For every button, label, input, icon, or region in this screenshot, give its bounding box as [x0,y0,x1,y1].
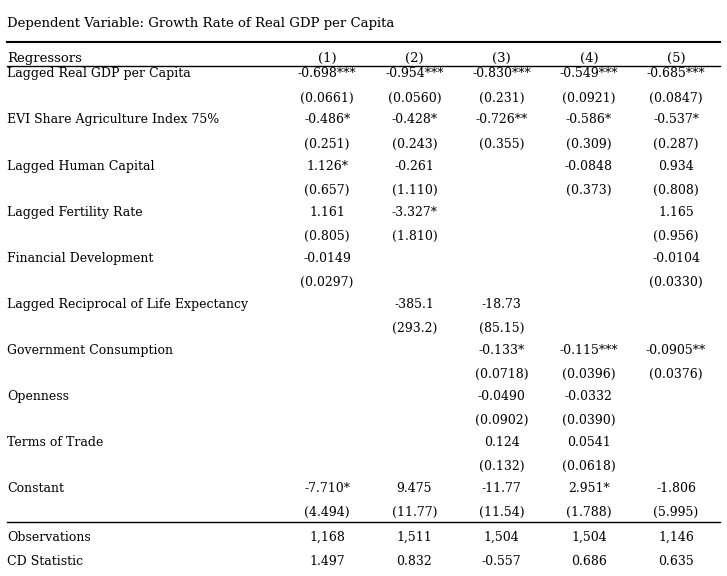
Text: Lagged Human Capital: Lagged Human Capital [7,160,155,173]
Text: (0.0330): (0.0330) [649,276,703,289]
Text: (0.956): (0.956) [654,230,699,243]
Text: -0.685***: -0.685*** [647,67,705,81]
Text: -385.1: -385.1 [395,298,434,311]
Text: (0.0376): (0.0376) [649,368,703,381]
Text: Lagged Reciprocal of Life Expectancy: Lagged Reciprocal of Life Expectancy [7,298,249,311]
Text: (0.231): (0.231) [479,92,524,105]
Text: (293.2): (293.2) [392,322,437,335]
Text: Financial Development: Financial Development [7,252,153,265]
Text: Observations: Observations [7,531,91,544]
Text: (0.0921): (0.0921) [562,92,616,105]
Text: (0.355): (0.355) [479,138,524,151]
Text: 1.497: 1.497 [309,555,345,569]
Text: (0.0618): (0.0618) [562,460,616,473]
Text: (0.0661): (0.0661) [300,92,354,105]
Text: 1,168: 1,168 [309,531,345,544]
Text: (0.805): (0.805) [305,230,350,243]
Text: (1.788): (1.788) [566,506,611,520]
Text: (0.243): (0.243) [392,138,437,151]
Text: (4): (4) [579,52,598,65]
Text: 1,511: 1,511 [396,531,433,544]
Text: (0.0390): (0.0390) [562,414,616,427]
Text: -0.549***: -0.549*** [560,67,618,81]
Text: -0.830***: -0.830*** [473,67,531,81]
Text: Lagged Real GDP per Capita: Lagged Real GDP per Capita [7,67,191,81]
Text: 1,504: 1,504 [571,531,607,544]
Text: (11.77): (11.77) [392,506,437,520]
Text: 0.832: 0.832 [396,555,433,569]
Text: (0.0718): (0.0718) [475,368,529,381]
Text: (1.110): (1.110) [392,184,437,197]
Text: (4.494): (4.494) [305,506,350,520]
Text: -0.486*: -0.486* [304,113,350,127]
Text: -7.710*: -7.710* [304,482,350,495]
Text: -0.428*: -0.428* [391,113,438,127]
Text: (0.0396): (0.0396) [562,368,616,381]
Text: Government Consumption: Government Consumption [7,344,173,357]
Text: (0.373): (0.373) [566,184,611,197]
Text: -0.0848: -0.0848 [565,160,613,173]
Text: 1.126*: 1.126* [306,160,348,173]
Text: -0.0490: -0.0490 [478,390,526,403]
Text: 1.165: 1.165 [658,206,694,219]
Text: -0.261: -0.261 [395,160,434,173]
Text: 1,504: 1,504 [483,531,520,544]
Text: Terms of Trade: Terms of Trade [7,436,104,449]
Text: -0.0332: -0.0332 [565,390,613,403]
Text: Constant: Constant [7,482,64,495]
Text: -0.0905**: -0.0905** [646,344,706,357]
Text: 1,146: 1,146 [658,531,694,544]
Text: -0.0149: -0.0149 [303,252,351,265]
Text: Dependent Variable: Growth Rate of Real GDP per Capita: Dependent Variable: Growth Rate of Real … [7,17,395,31]
Text: (0.0297): (0.0297) [300,276,354,289]
Text: (1): (1) [318,52,337,65]
Text: -11.77: -11.77 [482,482,521,495]
Text: (2): (2) [405,52,424,65]
Text: -0.0104: -0.0104 [652,252,700,265]
Text: 0.635: 0.635 [658,555,694,569]
Text: -0.954***: -0.954*** [385,67,443,81]
Text: -0.537*: -0.537* [653,113,699,127]
Text: 0.124: 0.124 [483,436,520,449]
Text: -0.115***: -0.115*** [560,344,618,357]
Text: 0.686: 0.686 [571,555,607,569]
Text: -1.806: -1.806 [656,482,696,495]
Text: (5): (5) [667,52,686,65]
Text: (0.309): (0.309) [566,138,611,151]
Text: 2.951*: 2.951* [568,482,610,495]
Text: -0.726**: -0.726** [475,113,528,127]
Text: (85.15): (85.15) [479,322,524,335]
Text: (0.0902): (0.0902) [475,414,529,427]
Text: CD Statistic: CD Statistic [7,555,84,569]
Text: Regressors: Regressors [7,52,82,65]
Text: (11.54): (11.54) [479,506,524,520]
Text: (0.0560): (0.0560) [387,92,441,105]
Text: -18.73: -18.73 [482,298,521,311]
Text: (1.810): (1.810) [392,230,437,243]
Text: (0.0847): (0.0847) [649,92,703,105]
Text: -0.586*: -0.586* [566,113,612,127]
Text: (0.657): (0.657) [305,184,350,197]
Text: (3): (3) [492,52,511,65]
Text: (5.995): (5.995) [654,506,699,520]
Text: 9.475: 9.475 [397,482,432,495]
Text: (0.808): (0.808) [654,184,699,197]
Text: (0.132): (0.132) [479,460,524,473]
Text: 0.0541: 0.0541 [567,436,611,449]
Text: (0.251): (0.251) [305,138,350,151]
Text: Openness: Openness [7,390,69,403]
Text: (0.287): (0.287) [654,138,699,151]
Text: -0.133*: -0.133* [478,344,525,357]
Text: 1.161: 1.161 [309,206,345,219]
Text: -0.698***: -0.698*** [298,67,356,81]
Text: -3.327*: -3.327* [391,206,438,219]
Text: 0.934: 0.934 [658,160,694,173]
Text: Lagged Fertility Rate: Lagged Fertility Rate [7,206,143,219]
Text: EVI Share Agriculture Index 75%: EVI Share Agriculture Index 75% [7,113,220,127]
Text: -0.557: -0.557 [482,555,521,569]
